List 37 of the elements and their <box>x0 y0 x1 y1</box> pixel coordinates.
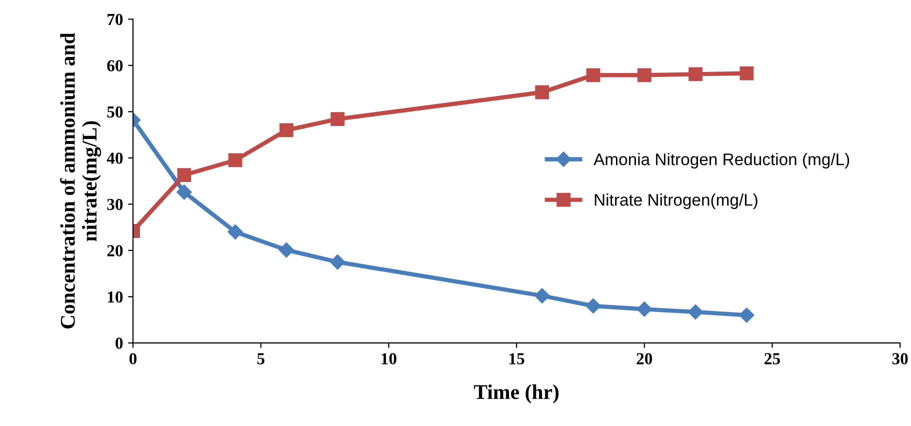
y-tick-label: 60 <box>107 60 123 72</box>
point <box>535 85 550 100</box>
point <box>637 68 652 82</box>
x-tick-label: 25 <box>764 353 780 364</box>
point <box>278 242 294 258</box>
x-tick-label: 20 <box>636 353 652 364</box>
x-tick-label: 30 <box>892 353 908 364</box>
point <box>739 308 754 323</box>
y-tick-label: 10 <box>108 291 123 303</box>
y-tick-label: 30 <box>107 198 123 210</box>
y-tick-label: 40 <box>106 152 123 164</box>
legend-label: Amonia Nitrogen Reduction (mg/L) <box>594 153 850 169</box>
x-tick-label: 15 <box>510 353 524 364</box>
point <box>688 67 702 82</box>
point <box>636 302 652 317</box>
point <box>740 66 754 80</box>
x-tick-label: 10 <box>382 353 396 364</box>
point <box>176 184 192 200</box>
x-tick-label: 5 <box>257 353 264 364</box>
x-axis-title: Time (hr) <box>474 384 559 404</box>
point <box>177 168 192 182</box>
point <box>586 68 600 82</box>
y-axis-title: Concentration of ammonium and nitrate(mg/L) <box>60 32 102 328</box>
point <box>586 298 601 314</box>
y-tick-label: 20 <box>107 245 123 256</box>
legend-label: Nitrate Nitrogen(mg/L) <box>594 194 758 210</box>
point <box>688 304 704 320</box>
y-tick-label: 50 <box>107 106 123 118</box>
point <box>330 254 346 270</box>
x-tick-label: 0 <box>129 353 137 364</box>
point <box>279 123 294 138</box>
point <box>534 288 550 304</box>
y-tick-label: 70 <box>108 14 123 26</box>
point <box>330 112 344 126</box>
y-tick-label: 0 <box>116 338 123 349</box>
point <box>228 153 242 168</box>
point <box>228 224 243 240</box>
